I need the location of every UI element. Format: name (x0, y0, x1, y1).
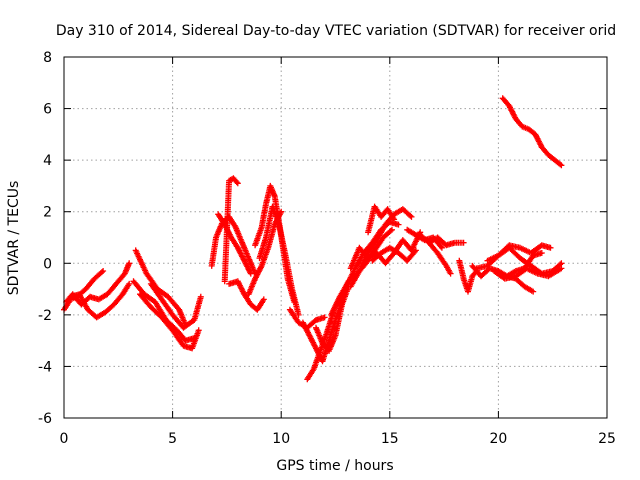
y-axis-label: SDTVAR / TECUs (6, 181, 22, 296)
series-markers (226, 278, 267, 313)
y-tick-label: 2 (43, 205, 52, 221)
series-markers (313, 283, 352, 354)
plot-frame (63, 56, 608, 419)
series-markers (425, 234, 467, 249)
y-tick-label: 4 (43, 153, 52, 169)
data-series (61, 95, 565, 383)
series-arc-07 (147, 280, 204, 331)
y-tick-labels: -6 -4 -2 0 2 4 6 8 (38, 50, 52, 427)
series-markers (256, 203, 302, 318)
y-tick-label: -2 (38, 308, 52, 324)
series-markers (499, 95, 565, 169)
series-arc-06 (137, 291, 202, 352)
x-axis-label: GPS time / hours (276, 458, 393, 474)
series-arc-10 (221, 175, 241, 285)
series-arc-33 (504, 250, 545, 280)
series-arc-18 (313, 283, 352, 354)
series-arc-22 (365, 203, 398, 236)
series-markers (137, 291, 202, 352)
series-arc-24 (369, 244, 419, 264)
y-tick-label: 6 (43, 102, 52, 118)
y-tick-label: -6 (38, 411, 52, 427)
series-markers (369, 244, 419, 264)
series-markers (147, 280, 204, 331)
series-markers (63, 260, 133, 308)
x-tick-label: 5 (168, 431, 177, 447)
chart-title: Day 310 of 2014, Sidereal Day-to-day VTE… (56, 23, 616, 39)
series-markers (504, 250, 545, 280)
x-tick-label: 10 (272, 431, 290, 447)
y-tick-label: 8 (43, 50, 52, 66)
y-tick-label: 0 (43, 256, 52, 272)
series-markers (365, 203, 398, 236)
series-arc-27 (425, 234, 467, 249)
series-markers (221, 175, 241, 285)
series-arc-28 (456, 257, 480, 295)
series-arc-03 (67, 280, 133, 321)
series-arc-23 (347, 229, 424, 272)
y-tick-label: -4 (38, 359, 52, 375)
series-markers (67, 280, 133, 321)
series-arc-11 (226, 278, 267, 313)
series-arc-14 (256, 203, 302, 318)
x-tick-label: 0 (60, 431, 69, 447)
series-arc-02 (63, 260, 133, 308)
x-tick-label: 25 (598, 431, 616, 447)
series-markers (456, 257, 480, 295)
series-arc-34 (499, 95, 565, 169)
x-tick-label: 20 (489, 431, 507, 447)
x-tick-label: 15 (381, 431, 399, 447)
series-markers (347, 229, 424, 272)
x-tick-labels: 0 5 10 15 20 25 (60, 431, 616, 447)
